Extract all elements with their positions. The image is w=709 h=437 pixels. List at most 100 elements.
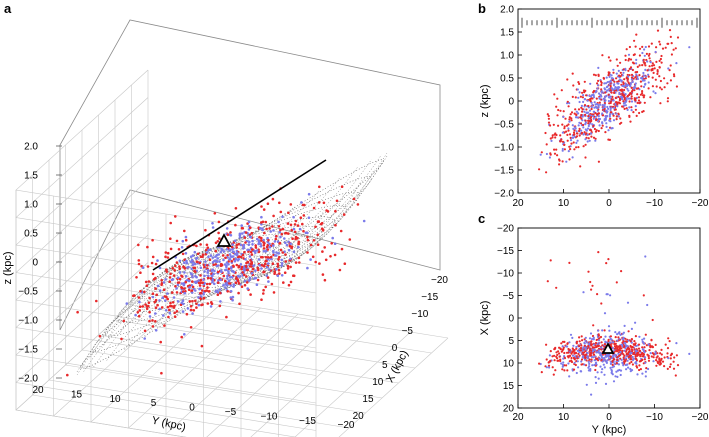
warp-mesh-spoke — [139, 252, 223, 318]
panel-b-point — [538, 168, 541, 171]
panel-a-point — [225, 261, 229, 264]
panel-a-ytick-label: −15 — [299, 416, 316, 427]
panel-a-point — [225, 315, 228, 319]
panel-a-ytick-label: 15 — [71, 389, 83, 400]
panel-a-point — [294, 237, 297, 241]
panel-c-point — [561, 365, 564, 368]
panel-c-point — [641, 338, 644, 341]
panel-a-point — [265, 245, 269, 249]
panel-b-xtick-label: 10 — [558, 198, 570, 209]
panel-a-point — [163, 324, 166, 327]
panel-a-point — [66, 373, 69, 377]
panel-c-point — [588, 362, 591, 365]
panel-b-point — [630, 92, 633, 95]
warp-mesh-spoke — [188, 247, 228, 282]
warp-mesh-ring — [190, 248, 274, 280]
panel-a-point — [174, 285, 177, 288]
panel-b-point — [644, 64, 647, 67]
panel-b-point — [630, 106, 633, 109]
panel-c-point — [547, 364, 551, 367]
panel-b-point — [627, 75, 630, 78]
panel-a-point — [250, 231, 254, 235]
panel-c-point — [603, 373, 606, 376]
panel-a-point — [137, 262, 141, 266]
panel-c-point — [558, 352, 561, 355]
panel-b-point — [587, 124, 590, 128]
panel-b-point — [574, 108, 577, 111]
panel-a-point — [229, 234, 233, 237]
panel-b-point — [561, 123, 564, 126]
panel-a-point — [242, 243, 246, 247]
panel-b-point — [561, 147, 564, 151]
panel-a-point — [242, 268, 245, 271]
panel-a-point — [287, 232, 290, 235]
panel-c-point — [612, 380, 616, 383]
panel-a-point — [224, 286, 227, 289]
panel-a-point — [278, 230, 282, 234]
panel-b-point — [636, 75, 639, 78]
panel-b-point — [608, 83, 611, 86]
panel-b-point — [628, 106, 631, 109]
panel-b-point — [655, 60, 658, 64]
panel-b-point — [567, 105, 570, 108]
panel-b-point — [603, 82, 606, 85]
panel-b-point — [648, 52, 651, 56]
panel-a-point — [178, 267, 181, 271]
panel-a-point — [147, 301, 151, 305]
panel-a-point — [254, 251, 257, 255]
panel-a-point — [265, 227, 268, 231]
panel-b-point — [660, 88, 663, 91]
panel-b-ytick-label: −2.0 — [494, 189, 514, 200]
sun-marker — [216, 233, 232, 247]
panel-a-point — [224, 279, 227, 283]
panel-b-point — [642, 96, 645, 99]
panel-a-point — [151, 255, 155, 259]
panel-a-point — [175, 291, 179, 294]
panel-c-point — [669, 363, 672, 366]
panel-b-point — [598, 117, 602, 121]
panel-c-point — [603, 343, 607, 346]
panel-c-point — [619, 373, 622, 377]
panel-c-point — [575, 351, 578, 355]
panel-a-point — [191, 263, 195, 267]
panel-c-point — [641, 358, 644, 361]
panel-a-point — [218, 260, 221, 263]
panel-c-point — [666, 347, 670, 350]
panel-a-point — [197, 279, 201, 282]
panel-a-point — [339, 229, 343, 233]
panel-b-point — [592, 117, 595, 120]
panel-b-point — [644, 82, 647, 85]
panel-b-point — [589, 99, 592, 102]
panel-a-point — [243, 236, 247, 239]
panel-a-point — [281, 251, 285, 254]
panel-c-point — [597, 329, 600, 332]
panel-a-point — [276, 274, 280, 278]
panel-b-point — [570, 111, 574, 114]
panel-c-point — [613, 349, 616, 352]
panel-c-point — [630, 369, 634, 372]
panel-c-point — [576, 349, 579, 352]
panel-b-point — [590, 107, 593, 111]
panel-a-point — [138, 305, 142, 309]
panel-b-point — [567, 129, 570, 132]
panel-c-xtick-label: 0 — [606, 412, 612, 423]
panel-a-point — [191, 312, 194, 315]
panel-a-point — [236, 279, 240, 283]
panel-b-point — [643, 48, 646, 51]
panel-a-point — [95, 299, 98, 303]
panel-b-point — [576, 116, 579, 119]
panel-c-point — [589, 368, 592, 371]
panel-b-point — [572, 133, 576, 136]
panel-b-point — [612, 119, 616, 122]
panel-b-point — [562, 115, 565, 118]
panel-c-point — [645, 367, 648, 370]
panel-a-point — [293, 230, 297, 234]
panel-c-point — [565, 345, 568, 348]
panel-c-point — [644, 370, 648, 373]
panel-b-point — [606, 81, 609, 84]
panel-c-point — [672, 360, 675, 363]
panel-b-point — [588, 109, 592, 112]
panel-c-ytick-label: −20 — [497, 224, 514, 235]
panel-b-point — [572, 84, 575, 87]
panel-c-point — [649, 344, 652, 347]
